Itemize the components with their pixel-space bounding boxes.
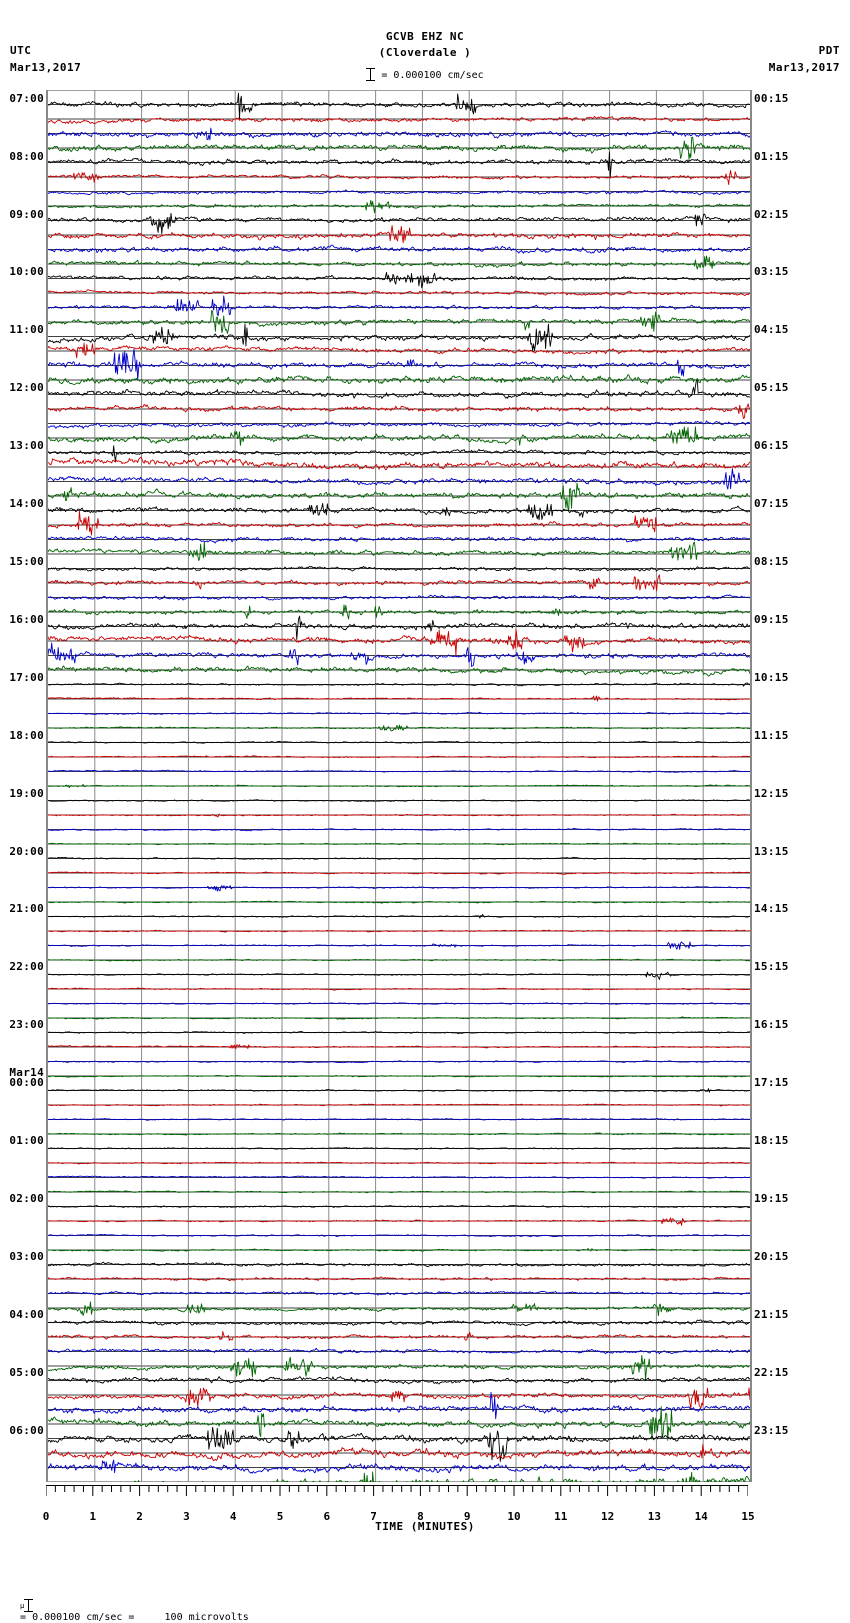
utc-time-label-5: 12:00 (0, 382, 44, 393)
seismogram-plot[interactable] (46, 90, 752, 1482)
utc-time-label-3: 10:00 (0, 266, 44, 277)
pdt-time-label-22: 22:15 (754, 1367, 789, 1378)
pdt-time-label-23: 23:15 (754, 1425, 789, 1436)
utc-time-label-18: 00:00 (0, 1077, 44, 1088)
utc-time-label-10: 17:00 (0, 672, 44, 683)
pdt-time-label-5: 05:15 (754, 382, 789, 393)
utc-time-label-23: 05:00 (0, 1367, 44, 1378)
utc-time-label-7: 14:00 (0, 498, 44, 509)
scale-bar-icon (366, 68, 375, 81)
pdt-time-label-9: 09:15 (754, 614, 789, 625)
footer-scale-text: = 0.000100 cm/sec = 100 microvolts (20, 1612, 249, 1623)
station-subtitle: (Cloverdale ) (0, 46, 850, 59)
station-title: GCVB EHZ NC (0, 30, 850, 43)
utc-time-label-13: 20:00 (0, 846, 44, 857)
pdt-time-label-21: 21:15 (754, 1309, 789, 1320)
pdt-time-label-11: 11:15 (754, 730, 789, 741)
pdt-time-label-18: 18:15 (754, 1135, 789, 1146)
pdt-time-label-12: 12:15 (754, 788, 789, 799)
chart-title-block: GCVB EHZ NC (Cloverdale ) (0, 30, 850, 59)
right-timezone-label: PDT (769, 44, 840, 57)
utc-time-label-19: 01:00 (0, 1135, 44, 1146)
scale-bar-text: = 0.000100 cm/sec (381, 70, 483, 81)
footer-scale-note: μ = 0.000100 cm/sec = 100 microvolts (8, 1588, 249, 1623)
pdt-time-label-19: 19:15 (754, 1193, 789, 1204)
pdt-time-label-13: 13:15 (754, 846, 789, 857)
pdt-time-label-10: 10:15 (754, 672, 789, 683)
utc-time-label-16: 23:00 (0, 1019, 44, 1030)
left-timezone-label: UTC (10, 44, 81, 57)
axis-ticks (46, 1485, 748, 1497)
scale-bar-legend: = 0.000100 cm/sec (0, 68, 850, 81)
axis-title: TIME (MINUTES) (0, 1520, 850, 1533)
utc-time-label-8: 15:00 (0, 556, 44, 567)
utc-time-label-20: 02:00 (0, 1193, 44, 1204)
utc-time-label-24: 06:00 (0, 1425, 44, 1436)
footer-scale-bar-icon (24, 1599, 33, 1612)
pdt-time-label-17: 17:15 (754, 1077, 789, 1088)
pdt-time-label-2: 02:15 (754, 209, 789, 220)
utc-time-label-4: 11:00 (0, 324, 44, 335)
utc-time-label-22: 04:00 (0, 1309, 44, 1320)
utc-time-label-1: 08:00 (0, 151, 44, 162)
utc-time-label-14: 21:00 (0, 903, 44, 914)
pdt-time-label-6: 06:15 (754, 440, 789, 451)
pdt-time-label-7: 07:15 (754, 498, 789, 509)
pdt-time-label-3: 03:15 (754, 266, 789, 277)
utc-time-label-15: 22:00 (0, 961, 44, 972)
pdt-time-label-15: 15:15 (754, 961, 789, 972)
pdt-time-label-16: 16:15 (754, 1019, 789, 1030)
pdt-time-label-14: 14:15 (754, 903, 789, 914)
pdt-time-label-8: 08:15 (754, 556, 789, 567)
pdt-time-label-0: 00:15 (754, 93, 789, 104)
utc-time-label-12: 19:00 (0, 788, 44, 799)
utc-time-label-0: 07:00 (0, 93, 44, 104)
seismogram-canvas (48, 90, 750, 1482)
utc-time-label-2: 09:00 (0, 209, 44, 220)
utc-time-label-9: 16:00 (0, 614, 44, 625)
pdt-time-label-20: 20:15 (754, 1251, 789, 1262)
utc-time-label-21: 03:00 (0, 1251, 44, 1262)
utc-time-label-6: 13:00 (0, 440, 44, 451)
pdt-time-label-4: 04:15 (754, 324, 789, 335)
utc-time-label-11: 18:00 (0, 730, 44, 741)
pdt-time-label-1: 01:15 (754, 151, 789, 162)
